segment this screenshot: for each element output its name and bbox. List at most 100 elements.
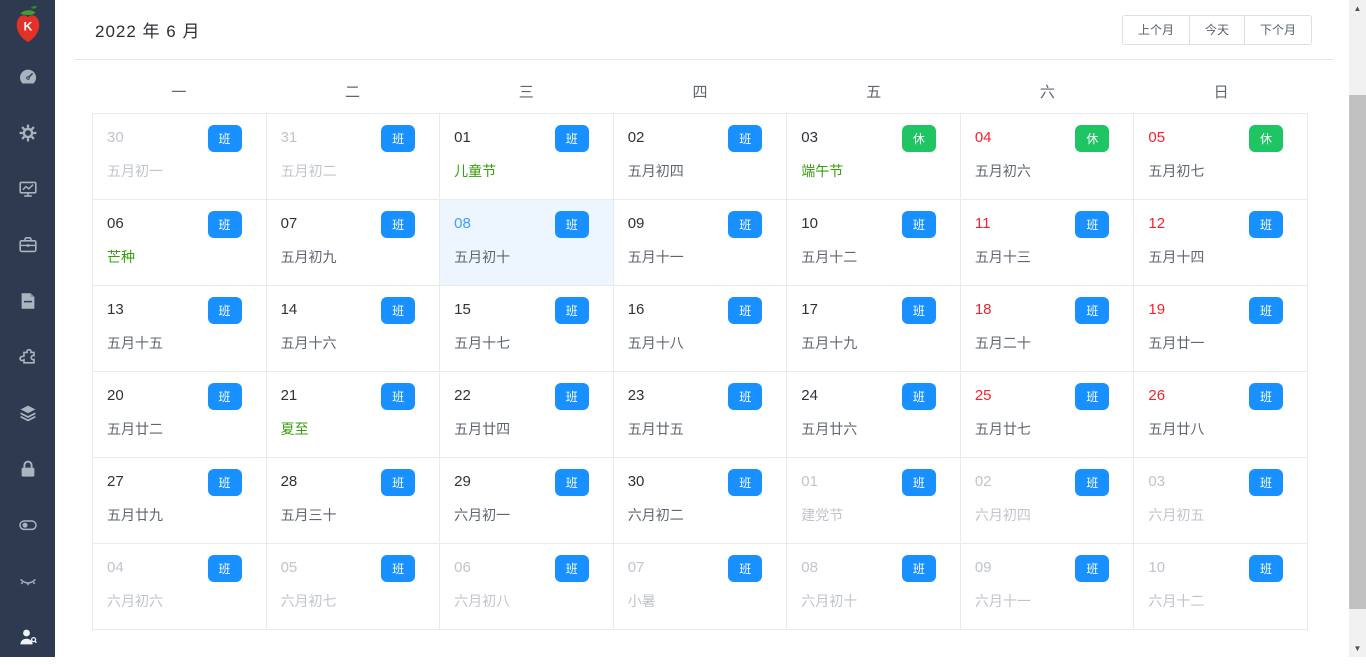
sidebar-item-plugins[interactable] xyxy=(0,329,55,385)
cell-badge: 班 xyxy=(554,211,589,238)
cell-top-row: 13 班 xyxy=(107,297,252,324)
calendar-day-cell[interactable]: 04 休 五月初六 xyxy=(960,114,1135,200)
cell-badge: 休 xyxy=(901,125,936,152)
cell-top-row: 02 班 xyxy=(628,125,773,152)
calendar-day-cell[interactable]: 23 班 五月廿五 xyxy=(613,372,788,458)
calendar-day-cell[interactable]: 01 班 建党节 xyxy=(787,458,961,544)
calendar-day-cell[interactable]: 04 班 六月初六 xyxy=(93,544,267,630)
cell-date: 30 xyxy=(627,473,645,490)
cell-badge: 班 xyxy=(1075,297,1110,324)
briefcase-icon xyxy=(18,237,37,253)
cell-lunar: 夏至 xyxy=(280,421,309,437)
scroll-up-arrow-icon[interactable]: ▲ xyxy=(1353,4,1362,13)
cell-top-row: 24 班 xyxy=(801,383,946,410)
calendar-day-cell[interactable]: 14 班 五月十六 xyxy=(266,286,441,372)
calendar-day-cell[interactable]: 28 班 五月三十 xyxy=(266,458,441,544)
cell-badge: 班 xyxy=(554,555,589,582)
calendar-day-cell[interactable]: 06 班 芒种 xyxy=(93,200,267,286)
sidebar-item-monitoring[interactable] xyxy=(0,553,55,609)
scroll-down-arrow-icon[interactable]: ▼ xyxy=(1353,644,1362,653)
cell-date: 02 xyxy=(974,473,992,490)
calendar-day-cell[interactable]: 15 班 五月十七 xyxy=(440,286,614,372)
cell-date: 19 xyxy=(1148,301,1166,318)
weekday-sun: 日 xyxy=(1213,84,1229,101)
calendar-day-cell[interactable]: 08 班 六月初十 xyxy=(787,544,961,630)
calendar-day-cell[interactable]: 22 班 五月廿四 xyxy=(440,372,614,458)
calendar-day-cell[interactable]: 18 班 五月二十 xyxy=(960,286,1135,372)
strawberry-logo-icon: K xyxy=(16,6,39,43)
cell-lunar: 五月十三 xyxy=(974,249,1031,265)
calendar-day-cell[interactable]: 12 班 五月十四 xyxy=(1134,200,1308,286)
calendar-day-cell[interactable]: 05 班 六月初七 xyxy=(266,544,441,630)
calendar-day-cell[interactable]: 09 班 六月十一 xyxy=(960,544,1135,630)
cell-top-row: 16 班 xyxy=(628,297,773,324)
calendar-day-cell[interactable]: 06 班 六月初八 xyxy=(440,544,614,630)
cell-top-row: 02 班 xyxy=(975,469,1120,496)
calendar-day-cell[interactable]: 17 班 五月十九 xyxy=(787,286,961,372)
calendar-day-cell[interactable]: 07 班 小暑 xyxy=(613,544,788,630)
calendar-day-cell[interactable]: 01 班 儿童节 xyxy=(440,114,614,200)
cell-badge: 班 xyxy=(901,297,936,324)
sidebar-item-layers[interactable] xyxy=(0,385,55,441)
calendar-day-cell[interactable]: 03 休 端午节 xyxy=(787,114,961,200)
cell-badge: 班 xyxy=(901,383,936,410)
cell-badge: 班 xyxy=(554,383,589,410)
calendar-day-cell[interactable]: 10 班 六月十二 xyxy=(1134,544,1308,630)
cell-date: 07 xyxy=(627,559,645,576)
calendar-day-cell[interactable]: 30 班 六月初二 xyxy=(613,458,788,544)
weekday-fri: 五 xyxy=(866,84,882,101)
calendar-day-cell[interactable]: 05 休 五月初七 xyxy=(1134,114,1308,200)
toggle-icon xyxy=(18,520,37,531)
sidebar-item-briefcase[interactable] xyxy=(0,217,55,273)
cell-date: 22 xyxy=(454,387,471,404)
cell-top-row: 27 班 xyxy=(107,469,252,496)
sidebar-item-settings[interactable] xyxy=(0,105,55,161)
calendar-day-cell[interactable]: 03 班 六月初五 xyxy=(1134,458,1308,544)
cell-top-row: 09 班 xyxy=(975,555,1120,582)
cell-badge: 班 xyxy=(728,211,763,238)
calendar-day-cell[interactable]: 26 班 五月廿八 xyxy=(1134,372,1308,458)
sidebar-item-security[interactable] xyxy=(0,441,55,497)
cell-badge: 班 xyxy=(728,469,763,496)
calendar-day-cell[interactable]: 02 班 五月初四 xyxy=(613,114,788,200)
calendar-day-cell[interactable]: 31 班 五月初二 xyxy=(266,114,441,200)
cell-lunar: 五月廿六 xyxy=(801,421,858,437)
cell-top-row: 21 班 xyxy=(281,383,426,410)
cell-date: 27 xyxy=(107,473,124,490)
calendar-day-cell[interactable]: 27 班 五月廿九 xyxy=(93,458,267,544)
cell-lunar: 建党节 xyxy=(801,507,844,523)
cell-top-row: 06 班 xyxy=(454,555,599,582)
cell-top-row: 09 班 xyxy=(628,211,773,238)
calendar-day-cell[interactable]: 30 班 五月初一 xyxy=(93,114,267,200)
calendar-day-cell[interactable]: 08 班 五月初十 xyxy=(440,200,614,286)
calendar-day-cell[interactable]: 29 班 六月初一 xyxy=(440,458,614,544)
cell-top-row: 06 班 xyxy=(107,211,252,238)
calendar-day-cell[interactable]: 19 班 五月廿一 xyxy=(1134,286,1308,372)
calendar-day-cell[interactable]: 16 班 五月十八 xyxy=(613,286,788,372)
cell-badge: 班 xyxy=(207,211,242,238)
calendar-day-cell[interactable]: 21 班 夏至 xyxy=(266,372,441,458)
calendar-day-cell[interactable]: 24 班 五月廿六 xyxy=(787,372,961,458)
cell-badge: 班 xyxy=(381,469,416,496)
calendar-day-cell[interactable]: 13 班 五月十五 xyxy=(93,286,267,372)
app-logo[interactable]: K xyxy=(0,0,55,50)
today-button[interactable]: 今天 xyxy=(1188,14,1245,45)
calendar-day-cell[interactable]: 02 班 六月初四 xyxy=(960,458,1135,544)
calendar-day-cell[interactable]: 11 班 五月十三 xyxy=(960,200,1135,286)
calendar-day-cell[interactable]: 20 班 五月廿二 xyxy=(93,372,267,458)
calendar-day-cell[interactable]: 07 班 五月初九 xyxy=(266,200,441,286)
calendar-day-cell[interactable]: 09 班 五月十一 xyxy=(613,200,788,286)
prev-month-button[interactable]: 上个月 xyxy=(1121,14,1190,45)
cell-badge: 班 xyxy=(1075,211,1110,238)
sidebar-item-dashboard[interactable] xyxy=(0,49,55,105)
next-month-button[interactable]: 下个月 xyxy=(1243,14,1312,45)
gear-icon xyxy=(19,124,36,142)
calendar-day-cell[interactable]: 25 班 五月廿七 xyxy=(960,372,1135,458)
scrollbar-thumb[interactable] xyxy=(1349,95,1366,609)
calendar-day-cell[interactable]: 10 班 五月十二 xyxy=(787,200,961,286)
sidebar-item-user[interactable] xyxy=(0,609,55,665)
calendar: 一 二 三 四 五 六 日 30 班 五月初一 31 班 五月初二 01 班 儿… xyxy=(92,70,1308,630)
sidebar-item-document[interactable] xyxy=(0,273,55,329)
sidebar-item-monitor[interactable] xyxy=(0,161,55,217)
sidebar-item-switches[interactable] xyxy=(0,497,55,553)
